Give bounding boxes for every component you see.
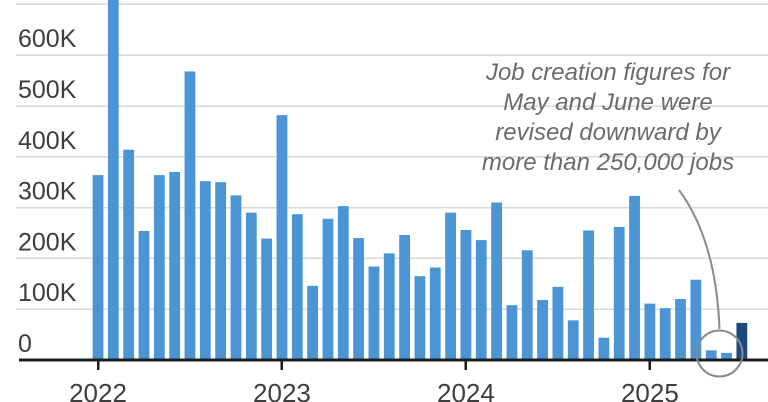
bar-jul-2022	[184, 71, 196, 361]
bar-mar-2022	[123, 149, 135, 360]
annotation-note: Job creation figures for May and June we…	[438, 58, 768, 178]
bar-may-2025	[705, 350, 717, 360]
annotation-line-2: May and June were	[503, 89, 713, 116]
bar-may-2023	[337, 206, 349, 360]
bar-oct-2022	[230, 195, 242, 360]
bar-apr-2025	[690, 279, 702, 360]
bar-oct-2023	[414, 276, 426, 360]
x-tick-label-2022: 2022	[69, 378, 127, 402]
revision-highlight-circle	[695, 329, 744, 378]
bar-jul-2023	[368, 266, 380, 360]
bar-mar-2024	[491, 202, 502, 360]
bar-jan-2022	[92, 175, 104, 360]
bar-apr-2023	[322, 218, 334, 360]
bar-oct-2024	[598, 337, 610, 360]
y-tick-label-100k: 100K	[18, 279, 77, 307]
y-tick-label-600k: 600K	[18, 25, 77, 53]
annotation-pointer-line	[678, 189, 721, 330]
y-tick-label-400k: 400K	[18, 127, 77, 155]
annotation-line-3: revised downward by	[495, 119, 721, 146]
bar-apr-2024	[506, 305, 518, 360]
y-tick-label-200k: 200K	[18, 228, 77, 256]
bar-aug-2023	[383, 253, 395, 360]
bar-jun-2024	[537, 300, 548, 360]
y-tick-label-0: 0	[18, 330, 32, 358]
bar-jun-2025	[721, 352, 732, 360]
annotation-line-1: Job creation figures for	[485, 59, 731, 86]
bar-jun-2022	[169, 172, 181, 360]
bar-nov-2023	[429, 267, 441, 360]
bar-sep-2023	[399, 235, 410, 360]
bar-aug-2024	[567, 320, 579, 360]
bar-jun-2023	[353, 238, 365, 360]
x-tick-label-2025: 2025	[621, 378, 679, 402]
bar-mar-2025	[675, 299, 686, 360]
bar-dec-2022	[261, 238, 273, 360]
bar-jul-2025	[736, 322, 748, 360]
x-tick-label-2024: 2024	[437, 378, 495, 402]
bar-nov-2022	[245, 212, 257, 360]
bar-dec-2023	[445, 212, 456, 360]
bar-apr-2022	[138, 230, 150, 360]
bar-nov-2024	[613, 226, 625, 360]
bar-sep-2022	[215, 182, 227, 360]
bar-jan-2023	[276, 115, 288, 360]
bar-sep-2024	[583, 230, 594, 360]
annotation-line-4: more than 250,000 jobs	[481, 149, 735, 176]
bar-jan-2024	[460, 229, 472, 360]
bar-may-2024	[521, 250, 533, 360]
y-tick-label-300k: 300K	[18, 178, 77, 206]
bar-mar-2023	[307, 285, 319, 360]
bar-feb-2025	[659, 308, 671, 360]
bar-feb-2023	[291, 214, 303, 360]
bar-jan-2025	[644, 303, 656, 360]
bar-feb-2024	[475, 240, 487, 360]
y-tick-label-500k: 500K	[18, 76, 77, 104]
bar-jul-2024	[552, 286, 564, 360]
bar-may-2022	[153, 175, 165, 360]
bar-aug-2022	[199, 181, 211, 360]
bar-feb-2022	[107, 0, 119, 360]
x-tick-label-2023: 2023	[253, 378, 311, 402]
bar-dec-2024	[629, 195, 640, 360]
